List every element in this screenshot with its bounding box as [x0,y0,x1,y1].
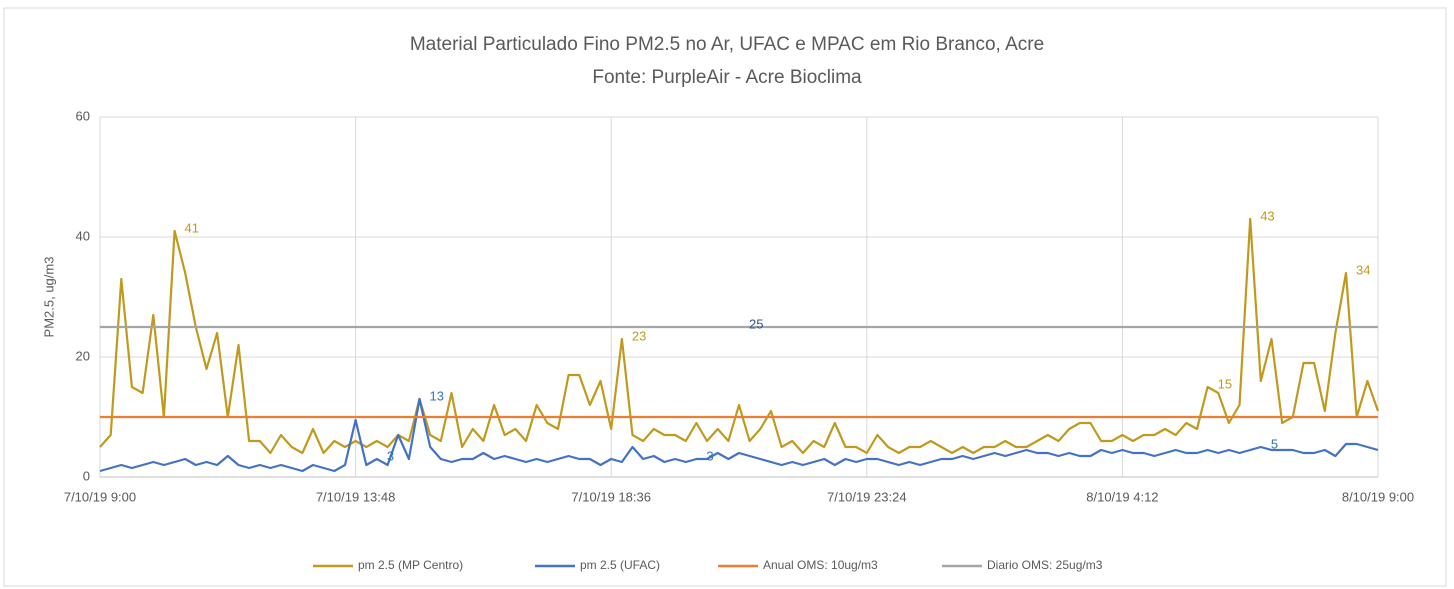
legend-label: pm 2.5 (UFAC) [580,558,660,572]
y-tick-label: 60 [76,108,90,123]
data-label: 5 [1271,436,1278,451]
series-line [99,217,1380,455]
data-label: 23 [632,328,646,343]
x-tick-label: 7/10/19 18:36 [571,489,651,504]
series-line [99,397,1379,473]
data-label: 13 [430,388,444,403]
x-tick-label: 8/10/19 9:00 [1342,489,1414,504]
data-label: 15 [1218,376,1232,391]
y-tick-label: 40 [76,228,90,243]
chart-title: Material Particulado Fino PM2.5 no Ar, U… [410,34,1044,55]
x-tick-label: 7/10/19 13:48 [316,489,396,504]
chart-subtitle: Fonte: PurpleAir - Acre Bioclima [592,67,862,88]
data-label: 3 [387,448,394,463]
y-axis-label: PM2.5, ug/m3 [41,257,56,338]
data-label: 25 [749,316,763,331]
data-label: 41 [185,220,199,235]
x-tick-label: 8/10/19 4:12 [1086,489,1158,504]
x-tick-label: 7/10/19 23:24 [827,489,907,504]
legend-label: pm 2.5 (MP Centro) [358,558,463,572]
y-tick-label: 0 [83,468,90,483]
chart-frame [3,7,1447,587]
y-tick-label: 20 [76,348,90,363]
data-label: 43 [1260,208,1274,223]
data-label: 34 [1356,262,1370,277]
legend-label: Anual OMS: 10ug/m3 [763,558,878,572]
legend-label: Diario OMS: 25ug/m3 [987,558,1103,572]
data-label: 3 [706,448,713,463]
x-tick-label: 7/10/19 9:00 [64,489,136,504]
